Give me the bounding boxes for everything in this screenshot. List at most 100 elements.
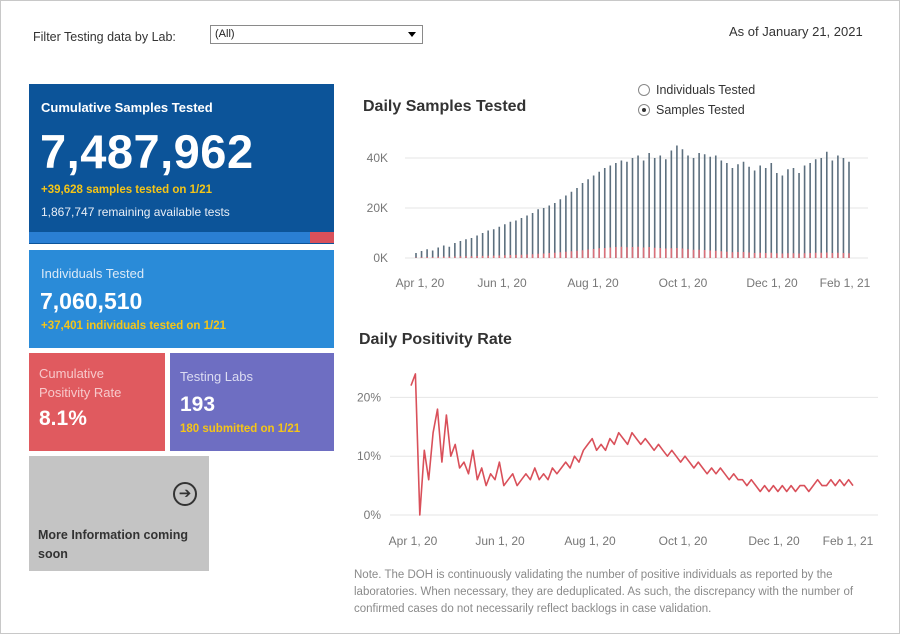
positive-bar [515, 254, 517, 258]
positive-bar [487, 255, 489, 258]
sample-bar [831, 160, 834, 258]
testing-labs-value: 193 [180, 393, 216, 416]
sample-bar [626, 161, 628, 258]
positive-bar [803, 253, 806, 258]
positive-bar [837, 252, 839, 258]
sample-bar [476, 235, 478, 258]
positive-bar [448, 256, 451, 258]
sample-bar [454, 243, 456, 258]
positive-bar [753, 253, 756, 258]
sample-bar [542, 208, 545, 258]
sample-bar [759, 165, 761, 258]
remaining-tests-fill [309, 232, 334, 243]
positive-bar [537, 253, 539, 258]
positivity-rate-value: 8.1% [39, 407, 87, 430]
x-tick-label: Oct 1, 20 [659, 276, 708, 290]
x-tick-label: Dec 1, 20 [746, 276, 798, 290]
positive-bar [787, 253, 789, 258]
remaining-tests: 1,867,747 remaining available tests [41, 205, 230, 219]
positivity-rate-card: Cumulative Positivity Rate 8.1% [29, 353, 165, 451]
radio-samples-tested[interactable]: Samples Tested [638, 102, 755, 122]
individuals-tested-title: Individuals Tested [41, 266, 145, 281]
sample-bar [737, 164, 739, 258]
positive-bar [492, 255, 495, 258]
positive-bar [653, 247, 656, 258]
positive-bar [581, 250, 584, 258]
radio-individuals-dot [638, 84, 650, 96]
positive-bar [792, 253, 795, 258]
sample-bar [731, 168, 734, 258]
sample-bar [553, 203, 556, 258]
x-tick-label: Apr 1, 20 [389, 534, 438, 548]
sample-bar [520, 218, 523, 258]
sample-bar [620, 160, 623, 258]
positive-bar [825, 252, 828, 258]
positive-bar [798, 253, 800, 258]
samples-tested-today: +39,628 samples tested on 1/21 [41, 184, 213, 196]
positive-bar [420, 257, 423, 258]
positive-bar [848, 253, 850, 258]
sample-bar [587, 179, 589, 258]
sample-bar [548, 205, 551, 258]
positive-bar [481, 255, 484, 258]
positive-bar [576, 250, 578, 258]
x-tick-label: Apr 1, 20 [396, 276, 445, 290]
positive-bar [459, 256, 462, 258]
sample-bar [776, 173, 778, 258]
sample-bar [603, 168, 606, 258]
sample-bar [798, 173, 800, 258]
positive-bar [476, 256, 478, 258]
sample-bar [492, 229, 495, 258]
sample-bar [426, 249, 428, 258]
positive-bar [454, 256, 456, 258]
positive-bar [670, 248, 673, 258]
positive-bar [770, 252, 773, 258]
sample-bar [665, 159, 667, 258]
sample-bar [509, 221, 512, 258]
sample-bar [642, 160, 645, 258]
sample-bar [687, 155, 689, 258]
positive-bar [759, 252, 761, 258]
x-tick-label: Jun 1, 20 [475, 534, 525, 548]
more-information-card[interactable]: ➔ More Information coming soon [29, 456, 209, 571]
testing-labs-card: Testing Labs 193 180 submitted on 1/21 [170, 353, 334, 451]
positive-bar [592, 249, 595, 258]
sample-bar [809, 163, 811, 258]
positive-bar [748, 252, 750, 258]
positive-bar [698, 249, 700, 258]
daily-positivity-chart: 0% 10% 20% Apr 1, 20 Jun 1, 20 Aug 1, 20 Oct 1… [357, 373, 878, 548]
positive-bar [415, 257, 417, 258]
sample-bar [814, 159, 817, 258]
positive-bar [598, 248, 600, 258]
sample-bar [848, 161, 850, 258]
sample-bar [531, 213, 534, 258]
y-tick-label: 0K [373, 251, 388, 265]
sample-bar [792, 168, 795, 258]
sample-bar [648, 153, 650, 258]
sample-bar [709, 156, 712, 258]
radio-individuals-tested[interactable]: Individuals Tested [638, 82, 755, 102]
radio-samples-dot [638, 104, 650, 116]
positive-bar [731, 252, 734, 258]
sample-bar [781, 175, 784, 258]
positive-bar [498, 255, 501, 258]
sample-bar [431, 250, 434, 258]
sample-bar [481, 233, 484, 258]
filter-label: Filter Testing data by Lab: [33, 30, 176, 44]
metric-toggle: Individuals Tested Samples Tested [638, 82, 755, 122]
y-tick-label: 20% [357, 390, 381, 404]
positive-bar [615, 247, 617, 258]
sample-bar [637, 155, 639, 258]
y-tick-label: 40K [367, 151, 388, 165]
sample-bar [537, 209, 539, 258]
dropdown-arrow-icon [408, 32, 416, 37]
labs-submitted-today: 180 submitted on 1/21 [180, 423, 301, 435]
positive-bar [720, 251, 723, 258]
testing-labs-title: Testing Labs [180, 369, 253, 384]
sample-bar [598, 171, 600, 258]
lab-filter-dropdown[interactable]: (All) [210, 25, 423, 44]
sample-bar [459, 241, 462, 258]
remaining-tests-bar [29, 232, 334, 243]
positive-bar [542, 253, 545, 258]
arrow-right-circle-icon[interactable]: ➔ [173, 482, 197, 506]
